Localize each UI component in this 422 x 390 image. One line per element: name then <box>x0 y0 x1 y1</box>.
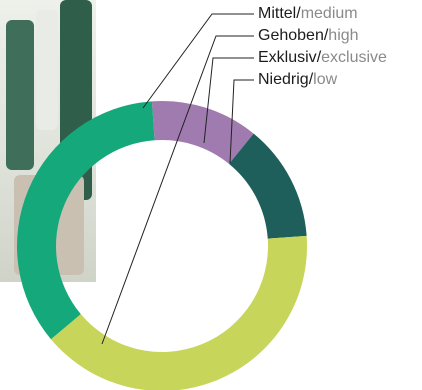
leader-line-low <box>229 79 254 164</box>
legend-separator: / <box>296 5 301 22</box>
hanging-garment <box>6 20 34 170</box>
legend-label-low: Niedrig/low <box>258 71 337 89</box>
leader-line-exclusive <box>203 57 254 144</box>
legend-label-german: Exklusiv <box>258 49 317 66</box>
legend-label-english: low <box>313 71 338 88</box>
legend-label-high: Gehoben/high <box>258 27 359 45</box>
legend-label-english: high <box>328 27 359 44</box>
legend-separator: / <box>323 27 329 44</box>
legend-label-german: Niedrig <box>258 71 309 88</box>
legend-label-exclusive: Exklusiv/exclusive <box>258 49 387 67</box>
legend-label-german: Mittel <box>258 5 297 22</box>
donut-slice-exclusive <box>151 100 254 164</box>
legend-label-english: exclusive <box>321 49 387 66</box>
leader-line-medium <box>142 13 254 109</box>
legend-separator: / <box>316 49 322 66</box>
hanging-garment <box>36 10 58 130</box>
donut-slice-high <box>50 235 307 390</box>
donut-slice-medium <box>17 101 155 340</box>
legend-separator: / <box>308 71 314 88</box>
legend-label-medium: Mittel/medium <box>258 5 358 23</box>
legend-label-german: Gehoben <box>258 27 324 44</box>
donut-slice-low <box>228 133 307 239</box>
legend-label-english: medium <box>300 5 358 22</box>
leader-line-high <box>101 35 254 345</box>
